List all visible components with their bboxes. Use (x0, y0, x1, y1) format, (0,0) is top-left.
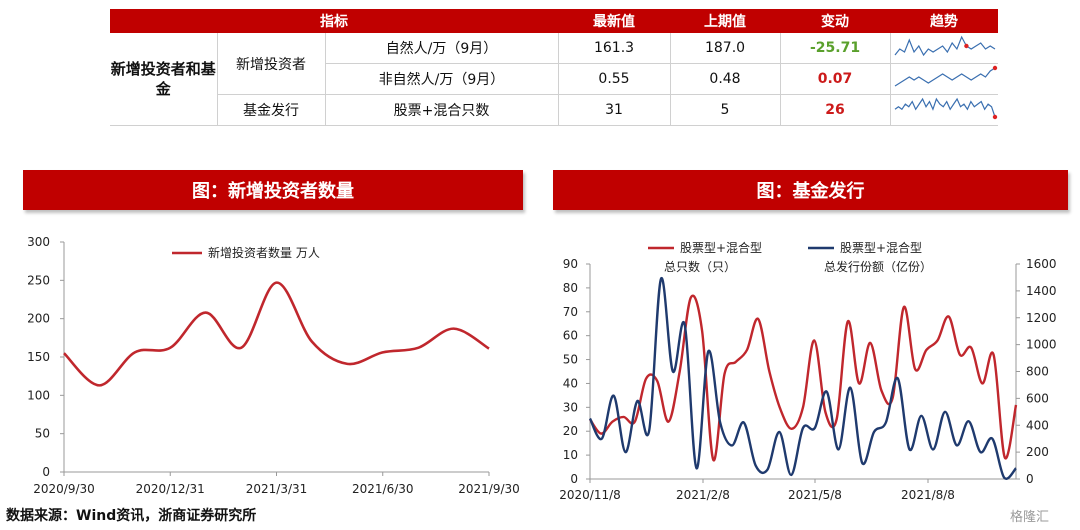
left-y-tick-label: 40 (563, 376, 578, 390)
series-line-count (589, 294, 1018, 462)
latest-cell: 161.3 (558, 33, 671, 64)
x-tick-label: 2021/2/8 (676, 488, 730, 502)
y-tick-label: 100 (27, 388, 50, 402)
legend-label: 股票型+混合型总只数（只） (664, 240, 762, 274)
series-line-investors (63, 281, 490, 387)
change-cell: -25.71 (780, 33, 891, 64)
right-y-tick-label: 600 (1026, 391, 1049, 405)
legend-label: 新增投资者数量 万人 (208, 245, 320, 260)
sparkline-path (894, 67, 995, 87)
table-row: 非自然人/万（9月） 0.55 0.48 0.07 (110, 63, 999, 95)
header-previous: 上期值 (670, 9, 781, 33)
x-tick-label: 2021/6/30 (352, 482, 414, 496)
trend-cell (890, 33, 999, 64)
indicator-cell: 自然人/万（9月） (325, 33, 559, 64)
previous-cell: 0.48 (670, 63, 781, 95)
sparkline (894, 35, 995, 57)
previous-cell: 5 (670, 94, 781, 126)
left-y-tick-label: 90 (563, 257, 578, 271)
sparkline (894, 65, 997, 87)
sparkline-marker (992, 114, 997, 120)
right-y-tick-label: 1000 (1026, 338, 1057, 352)
change-cell: 26 (780, 94, 891, 126)
investors-chart: 0 50 100 150 200 250 300 2020/9/30 2020/12/31 202… (27, 235, 520, 496)
right-y-tick-label: 1200 (1026, 311, 1057, 325)
left-y-tick-label: 30 (563, 400, 578, 414)
right-y-tick-label: 400 (1026, 418, 1049, 432)
right-y-tick-label: 200 (1026, 445, 1049, 459)
sparkline-marker (992, 65, 997, 71)
watermark: 格隆汇 (1010, 510, 1050, 525)
latest-cell: 0.55 (558, 63, 671, 95)
sparkline-marker (963, 43, 969, 49)
right-y-tick-label: 1400 (1026, 284, 1057, 298)
left-y-tick-label: 80 (563, 281, 578, 295)
header-latest: 最新值 (558, 9, 671, 33)
x-tick-label: 2021/9/30 (458, 482, 520, 496)
sparkline-path (894, 35, 995, 57)
left-y-tick-label: 0 (570, 472, 578, 486)
right-y-tick-label: 0 (1026, 472, 1034, 486)
right-y-tick-label: 1600 (1026, 257, 1057, 271)
fund-issuance-chart: 0 10 20 30 40 50 60 70 80 90 0 200 400 600 800 1000 1200… (559, 240, 1057, 502)
trend-cell (890, 94, 999, 126)
sub-label-funds: 基金发行 (217, 94, 326, 126)
section-label: 新增投资者和基金 (110, 33, 218, 126)
right-y-tick-label: 800 (1026, 365, 1049, 379)
x-tick-label: 2020/11/8 (559, 488, 621, 502)
x-tick-label: 2021/3/31 (246, 482, 308, 496)
trend-cell (890, 63, 999, 95)
source-note: 数据来源：Wind资讯，浙商证券研究所 (6, 508, 257, 524)
left-y-tick-label: 50 (563, 353, 578, 367)
header-change: 变动 (780, 9, 891, 33)
latest-cell: 31 (558, 94, 671, 126)
right-chart-title: 图：基金发行 (553, 170, 1068, 210)
sub-label-investors: 新增投资者 (217, 33, 326, 95)
previous-cell: 187.0 (670, 33, 781, 64)
x-tick-label: 2020/12/31 (136, 482, 205, 496)
y-tick-label: 250 (27, 273, 50, 287)
table-header-row: 指标 最新值 上期值 变动 趋势 (110, 9, 999, 33)
legend-label: 股票型+混合型总发行份额（亿份） (824, 240, 932, 274)
left-chart-title: 图：新增投资者数量 (23, 170, 523, 210)
left-y-tick-label: 20 (563, 424, 578, 438)
y-tick-label: 300 (27, 235, 50, 249)
x-tick-label: 2021/8/8 (901, 488, 955, 502)
table-row: 基金发行 股票+混合只数 31 5 26 (110, 94, 999, 126)
header-trend: 趋势 (890, 9, 999, 33)
table-row: 新增投资者和基金 新增投资者 自然人/万（9月） 161.3 187.0 -25… (110, 33, 999, 126)
change-cell: 0.07 (780, 63, 891, 95)
sparkline-path (894, 97, 996, 118)
header-indicator: 指标 (110, 9, 559, 33)
sparkline (894, 97, 997, 120)
x-tick-label: 2021/5/8 (788, 488, 842, 502)
y-tick-label: 50 (35, 427, 50, 441)
y-tick-label: 0 (42, 465, 50, 479)
series-line-amount (588, 277, 1017, 480)
indicator-cell: 股票+混合只数 (325, 94, 559, 126)
y-tick-label: 200 (27, 312, 50, 326)
summary-table: 指标 最新值 上期值 变动 趋势 新增投资者和基金 新增投资者 自然人/万（9月… (110, 9, 999, 126)
indicator-cell: 非自然人/万（9月） (325, 63, 559, 95)
x-tick-label: 2020/9/30 (33, 482, 95, 496)
left-y-tick-label: 10 (563, 448, 578, 462)
y-tick-label: 150 (27, 350, 50, 364)
left-y-tick-label: 60 (563, 329, 578, 343)
left-y-tick-label: 70 (563, 305, 578, 319)
